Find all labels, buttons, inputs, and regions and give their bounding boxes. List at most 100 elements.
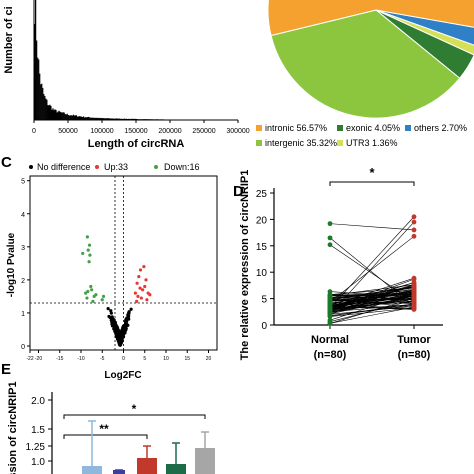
volcano-point-nodiff bbox=[116, 328, 120, 332]
histogram-bar bbox=[66, 113, 68, 120]
histogram-bar bbox=[157, 119, 159, 120]
histogram-bar bbox=[53, 110, 55, 120]
histogram-bar bbox=[151, 119, 153, 120]
histogram-bar bbox=[134, 118, 137, 120]
volcano-point-nodiff bbox=[109, 309, 113, 313]
histogram-bar bbox=[43, 94, 45, 120]
panel-a-ylabel: Number of ci bbox=[3, 6, 15, 73]
volcano-point-up bbox=[148, 293, 152, 297]
volcano-point-down bbox=[86, 248, 90, 252]
legend-up-dot bbox=[95, 165, 99, 169]
point-tumor bbox=[411, 227, 417, 233]
panel-e-ytick-label: 1.25 bbox=[26, 442, 46, 453]
histogram-bar bbox=[35, 0, 37, 121]
volcano-point-nodiff bbox=[106, 307, 110, 311]
histogram-bar bbox=[83, 117, 86, 120]
volcano-point-up bbox=[135, 299, 139, 303]
histogram-bar bbox=[111, 118, 113, 120]
histogram-bar bbox=[147, 119, 149, 120]
volcano-point-nodiff bbox=[127, 311, 131, 315]
histogram-bar bbox=[115, 118, 117, 120]
histogram-bar bbox=[82, 116, 85, 120]
panel-e-letter: E bbox=[1, 361, 11, 378]
histogram-bar bbox=[48, 105, 50, 120]
histogram-bar bbox=[57, 111, 59, 120]
histogram-bar bbox=[75, 115, 78, 120]
panel-e-ticks: 1.0 1.25 1.5 2.0 bbox=[26, 396, 52, 468]
histogram-bar bbox=[34, 23, 36, 120]
paired-line bbox=[329, 221, 415, 315]
histogram-bar bbox=[110, 118, 112, 120]
panel-e-sig-bracket-1 bbox=[63, 434, 148, 439]
histogram-bar bbox=[44, 96, 46, 120]
volcano-point-down bbox=[101, 294, 106, 299]
panel-a-xtick-label: 200000 bbox=[158, 128, 181, 135]
group-tumor-n: (n=80) bbox=[398, 349, 431, 361]
panel-e-bar bbox=[82, 466, 102, 474]
pie-legend-swatch bbox=[256, 140, 262, 146]
histogram-bar bbox=[123, 118, 125, 120]
histogram-bar bbox=[143, 119, 145, 120]
group-normal-n: (n=80) bbox=[314, 349, 347, 361]
panel-c-xtick-label: 5 bbox=[143, 356, 146, 362]
histogram-bar bbox=[63, 112, 65, 120]
panel-d-ylabel: The relative expression of circNRIP1 bbox=[239, 170, 251, 361]
volcano-point-down bbox=[94, 293, 98, 297]
histogram-bar bbox=[150, 119, 152, 120]
panel-d: D The relative expression of circNRIP1 0… bbox=[233, 165, 443, 361]
pie-legend-label: intergenic 35.32% bbox=[265, 138, 337, 148]
histogram-bar bbox=[72, 114, 74, 120]
panel-c-ytick-label: 4 bbox=[21, 212, 25, 219]
panel-e-sig-bracket-2 bbox=[63, 414, 206, 419]
histogram-bar bbox=[47, 105, 49, 120]
histogram-bar bbox=[116, 118, 118, 120]
histogram-bar bbox=[145, 119, 147, 120]
panel-e-sig-1: ** bbox=[99, 422, 109, 436]
volcano-point-up bbox=[137, 274, 141, 279]
volcano-point-nodiff bbox=[112, 325, 116, 330]
histogram-bar bbox=[161, 119, 163, 120]
legend-nodiff-label: No difference bbox=[37, 162, 90, 172]
histogram-bar bbox=[59, 111, 61, 120]
histogram-bar bbox=[36, 40, 38, 120]
paired-line bbox=[329, 303, 415, 317]
panel-d-ytick-label: 10 bbox=[256, 268, 268, 279]
paired-line bbox=[329, 297, 415, 310]
panel-b: intronic 56.57% exonic 4.05% others 2.70% i… bbox=[256, 0, 474, 148]
panel-d-sig-bracket bbox=[329, 181, 415, 186]
panel-e-ytick-label: 2.0 bbox=[31, 396, 45, 407]
volcano-point-up bbox=[138, 268, 143, 272]
paired-line bbox=[329, 278, 415, 310]
point-tumor bbox=[411, 288, 417, 294]
paired-line bbox=[329, 286, 415, 300]
histogram-bar bbox=[38, 59, 40, 120]
histogram-bar bbox=[149, 119, 151, 120]
panel-d-ytick-label: 20 bbox=[256, 215, 268, 226]
histogram-bar bbox=[87, 117, 89, 120]
histogram-bar bbox=[46, 99, 48, 120]
histogram-bar bbox=[159, 119, 161, 120]
point-tumor bbox=[411, 303, 417, 309]
point-normal bbox=[327, 298, 333, 304]
histogram-bar bbox=[126, 118, 129, 120]
histogram-bar bbox=[162, 119, 164, 120]
histogram-bar bbox=[136, 118, 138, 120]
histogram-bar bbox=[148, 119, 150, 120]
histogram-bar bbox=[131, 118, 134, 120]
volcano-point-up bbox=[141, 288, 145, 292]
histogram-bar bbox=[41, 83, 43, 120]
volcano-point-nodiff bbox=[112, 323, 116, 327]
group-tumor-label: Tumor bbox=[397, 334, 431, 346]
histogram-bar bbox=[65, 114, 67, 120]
panel-a-xtick-label: 100000 bbox=[90, 128, 113, 135]
pie-legend-swatch bbox=[256, 125, 262, 131]
volcano-point-nodiff bbox=[114, 331, 118, 335]
histogram-bar bbox=[120, 118, 122, 120]
volcano-point-down bbox=[90, 288, 94, 292]
histogram-bar bbox=[97, 117, 99, 120]
panel-c-xtick-label: 20 bbox=[206, 356, 212, 362]
histogram-bar bbox=[60, 112, 62, 120]
panel-c-ytick-label: 3 bbox=[21, 245, 25, 252]
histogram-bar bbox=[122, 118, 124, 120]
histogram-bar bbox=[125, 118, 128, 120]
